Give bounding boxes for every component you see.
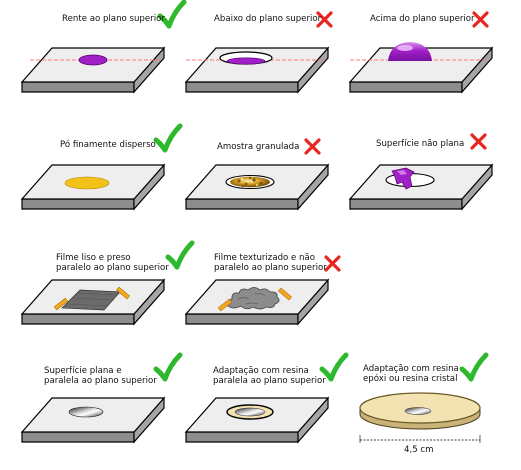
cross-icon <box>470 133 487 150</box>
panel-resin-parallel <box>184 396 330 444</box>
check-icon <box>153 123 183 153</box>
granules <box>237 176 263 187</box>
tape-strip-left <box>53 297 69 311</box>
caption-smooth-film: Filme liso e preso paralelo ao plano sup… <box>56 253 169 273</box>
polished-metal-sample <box>404 407 432 415</box>
caption-resin-disc: Adaptação com resina epóxi ou resina cri… <box>363 364 459 384</box>
sample-plate <box>20 396 166 444</box>
caption-textured-film: Filme texturizado e não paralelo ao plan… <box>214 253 327 273</box>
check-icon <box>165 240 195 270</box>
cross-icon <box>324 255 341 272</box>
panel-above <box>348 42 494 94</box>
panel-flat-parallel <box>20 396 166 444</box>
check-icon <box>319 352 349 382</box>
purple-dome-highlight <box>397 45 413 51</box>
check-icon <box>459 352 489 382</box>
granular-sample <box>230 176 270 188</box>
tape-strip-right <box>115 286 131 300</box>
sample-plate <box>348 163 494 211</box>
purple-sample <box>226 57 266 65</box>
tape-strip-right <box>277 287 293 301</box>
panel-smooth-film <box>20 278 166 326</box>
sample-plate <box>184 396 330 444</box>
purple-dome-sample <box>388 42 432 61</box>
sample-plate <box>20 46 166 94</box>
dimension-label: 4,5 cm <box>404 445 434 455</box>
irregular-purple-sample <box>391 167 415 190</box>
caption-flush: Rente ao plano superior <box>62 14 165 24</box>
panel-non-flat <box>348 163 494 211</box>
sample-plate <box>348 46 494 94</box>
check-icon <box>153 352 183 382</box>
caption-below: Abaixo do plano superior <box>214 14 322 24</box>
panel-granular <box>184 163 330 211</box>
purple-sample <box>78 54 108 66</box>
caption-above: Acima do plano superior <box>370 14 475 24</box>
cross-icon <box>316 11 333 28</box>
panel-resin-disc <box>359 392 481 443</box>
textured-film <box>227 287 280 310</box>
panel-fine-powder <box>20 163 166 211</box>
panel-flush <box>20 46 166 94</box>
caption-flat-parallel: Superfície plana e paralela ao plano sup… <box>44 366 157 386</box>
caption-granular: Amostra granulada <box>217 142 300 152</box>
cross-icon <box>472 11 489 28</box>
verdict-marks <box>153 0 489 382</box>
panel-below <box>184 46 330 94</box>
caption-fine-powder: Pó finamente disperso <box>60 140 156 150</box>
cross-icon <box>304 138 321 155</box>
polished-metal-sample <box>68 406 104 418</box>
check-icon <box>157 0 187 29</box>
caption-non-flat: Superfície não plana <box>376 139 465 149</box>
polished-metal-sample <box>234 407 266 417</box>
caption-resin-parallel: Adaptação com resina paralela ao plano s… <box>213 366 326 386</box>
yellow-powder <box>64 176 110 190</box>
tape-strip-left <box>217 298 233 312</box>
panel-textured-film <box>184 278 330 326</box>
